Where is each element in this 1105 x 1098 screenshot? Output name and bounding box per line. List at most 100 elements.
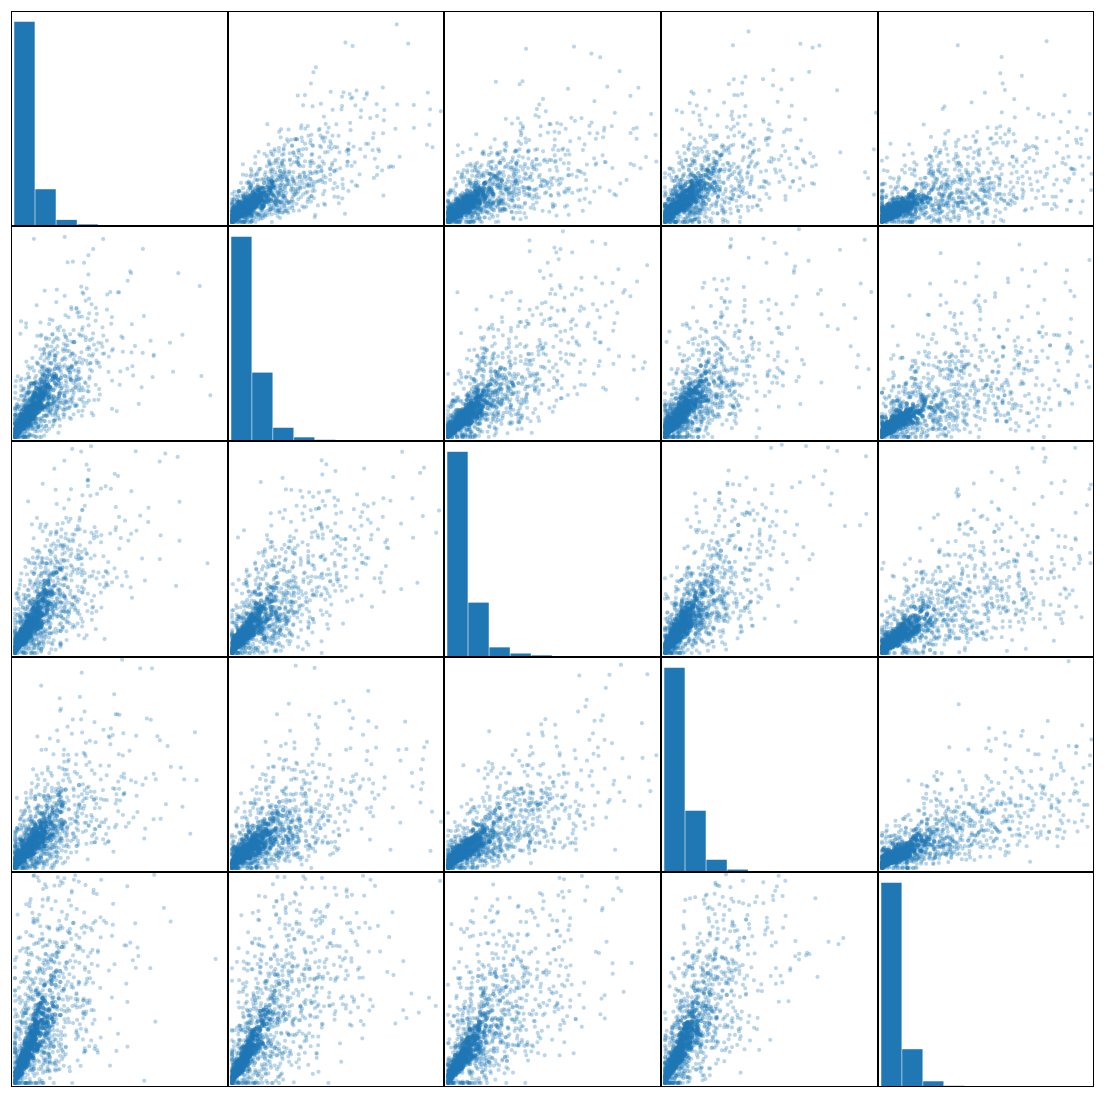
- scatter-point: [580, 208, 585, 213]
- scatter-point: [446, 206, 452, 212]
- scatter-point: [245, 220, 250, 224]
- scatter-point: [262, 177, 267, 182]
- scatter-point: [724, 125, 729, 129]
- scatter-point: [964, 147, 969, 152]
- scatter-point: [686, 147, 691, 152]
- scatter-point: [563, 126, 568, 131]
- scatter-point: [280, 162, 285, 167]
- scatter-point: [268, 149, 273, 154]
- scatter-point: [291, 208, 296, 213]
- scatter-point: [270, 206, 275, 210]
- scatter-point: [552, 153, 557, 158]
- scatter-point: [722, 100, 727, 105]
- scatter-point: [550, 147, 555, 152]
- scatter-point: [810, 45, 815, 50]
- scatter-point: [677, 177, 682, 182]
- scatter-point: [242, 217, 246, 222]
- scatter-point: [477, 216, 482, 221]
- scatter-point: [482, 215, 487, 220]
- scatter-point: [253, 161, 258, 166]
- scatter-point: [517, 189, 522, 194]
- scatter-point: [239, 220, 244, 224]
- scatter-point: [329, 146, 334, 151]
- scatter-point: [686, 167, 691, 172]
- scatter-point: [345, 159, 350, 164]
- scatter-point: [375, 114, 379, 118]
- scatter-point: [256, 213, 261, 217]
- scatter-point: [306, 197, 310, 202]
- scatter-point: [340, 182, 345, 187]
- scatter-point: [998, 166, 1003, 171]
- scatter-point: [296, 150, 301, 155]
- scatter-point: [654, 159, 659, 164]
- scatter-point: [278, 135, 283, 140]
- scatter-point: [783, 197, 788, 202]
- scatter-point: [933, 145, 938, 150]
- scatter-point: [709, 171, 714, 177]
- scatter-point: [1041, 202, 1046, 207]
- scatter-point: [428, 107, 433, 112]
- scatter-point: [736, 164, 741, 169]
- scatter-point: [973, 192, 977, 197]
- scatter-point: [707, 219, 712, 224]
- scatter-point: [707, 162, 712, 167]
- scatter-point: [301, 164, 306, 169]
- scatter-point: [957, 168, 962, 173]
- scatter-point: [349, 179, 354, 184]
- scatter-point: [485, 209, 490, 214]
- scatter-point: [994, 131, 999, 136]
- scatter-point: [328, 172, 333, 177]
- scatter-point: [269, 178, 274, 184]
- scatter-point: [350, 44, 355, 48]
- scatter-point: [991, 180, 996, 185]
- scatter-point: [243, 191, 248, 196]
- scatter-point: [517, 82, 522, 87]
- scatter-point: [602, 128, 606, 133]
- scatter-point: [351, 144, 356, 149]
- scatter-point: [293, 137, 298, 141]
- scatter-point: [557, 193, 561, 198]
- scatter-point: [966, 194, 971, 199]
- scatter-point: [487, 199, 492, 204]
- scatter-point: [697, 118, 702, 123]
- scatter-point: [810, 164, 815, 169]
- scatter-point: [536, 114, 541, 119]
- scatter-point: [256, 217, 261, 222]
- scatter-point: [708, 176, 713, 181]
- scatter-point: [524, 215, 528, 220]
- scatter-point: [370, 148, 375, 153]
- scatter-point: [264, 164, 269, 169]
- scatter-point: [276, 198, 281, 203]
- scatter-point: [486, 152, 491, 157]
- scatter-point: [311, 70, 316, 75]
- scatter-point: [307, 184, 312, 189]
- scatter-point: [817, 43, 822, 48]
- scatter-point: [936, 169, 941, 173]
- scatter-point: [456, 143, 460, 148]
- scatter-point: [296, 159, 301, 164]
- scatter-point: [769, 155, 774, 160]
- scatter-point: [988, 186, 993, 191]
- scatter-point: [678, 214, 683, 219]
- scatter-point: [518, 217, 523, 222]
- scatter-point: [750, 205, 755, 209]
- scatter-point: [968, 178, 972, 183]
- scatter-point: [296, 162, 301, 167]
- scatter-point: [547, 209, 552, 214]
- scatter-point: [281, 183, 286, 188]
- scatter-point: [1011, 132, 1016, 137]
- scatter-point: [292, 153, 297, 158]
- scatter-point: [566, 212, 571, 217]
- scatter-point: [332, 194, 337, 199]
- scatter-point: [567, 152, 572, 157]
- scatter-point: [595, 131, 600, 136]
- scatter-point: [708, 124, 713, 129]
- scatter-point: [722, 199, 727, 204]
- scatter-point: [988, 151, 993, 156]
- scatter-point: [296, 186, 300, 191]
- scatter-point: [250, 218, 255, 223]
- scatter-point: [704, 140, 709, 145]
- scatter-point: [668, 166, 673, 171]
- scatter-point: [1030, 187, 1034, 192]
- scatter-point: [287, 172, 292, 176]
